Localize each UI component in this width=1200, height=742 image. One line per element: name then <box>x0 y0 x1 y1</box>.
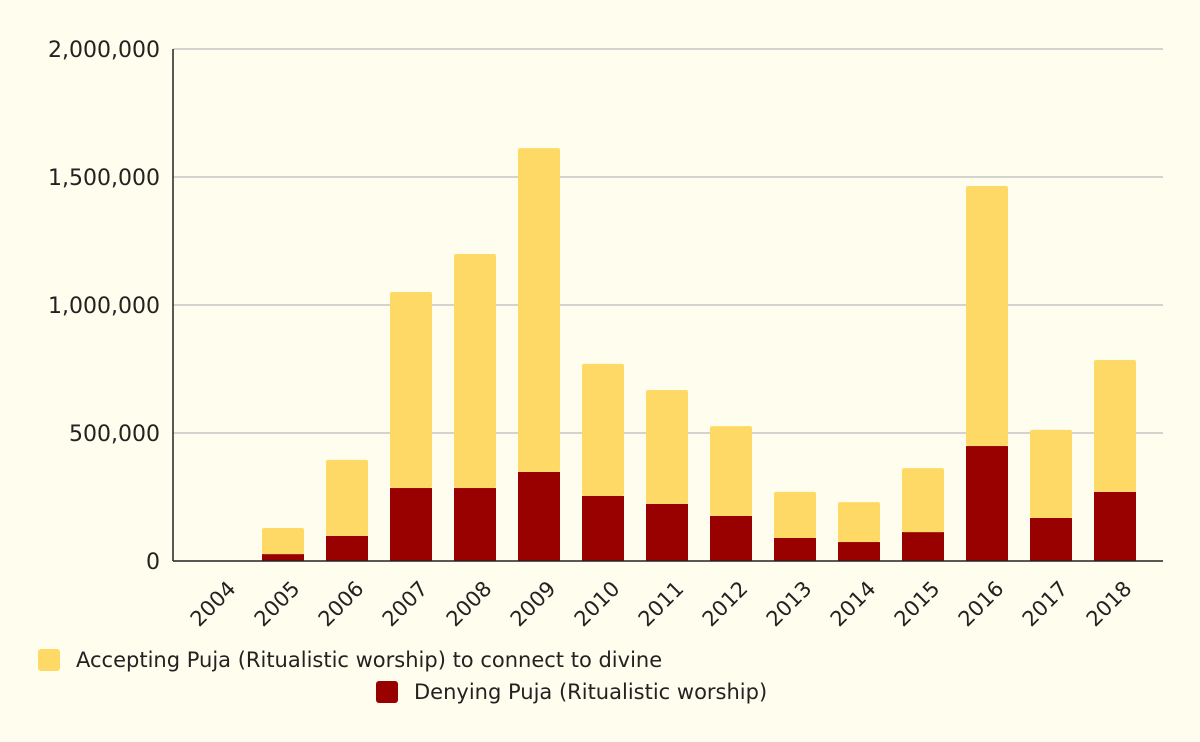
x-tick-label: 2013 <box>762 576 817 631</box>
bar-denying-2009 <box>518 471 560 561</box>
legend-label-denying: Denying Puja (Ritualistic worship) <box>414 680 768 704</box>
bar-denying-2013 <box>774 537 816 561</box>
bar-denying-2006 <box>326 535 368 561</box>
bar-accepting-2006 <box>326 459 368 536</box>
bar-accepting-2010 <box>582 363 624 496</box>
x-tick-label: 2016 <box>954 576 1009 631</box>
y-tick-label: 500,000 <box>69 422 160 447</box>
y-tick-label: 1,500,000 <box>48 166 160 191</box>
bar-accepting-2018 <box>1094 360 1136 492</box>
legend-label-accepting: Accepting Puja (Ritualistic worship) to … <box>76 648 663 672</box>
bar-accepting-2005 <box>262 527 304 555</box>
bar-denying-2014 <box>838 542 880 561</box>
x-tick-label: 2014 <box>826 576 881 631</box>
bar-denying-2008 <box>454 488 496 561</box>
legend-swatch-denying <box>376 681 398 703</box>
bar-denying-2017 <box>1030 517 1072 561</box>
bar-denying-2010 <box>582 495 624 561</box>
x-tick-label: 2004 <box>186 576 241 631</box>
y-tick-label: 1,000,000 <box>48 294 160 319</box>
x-tick-label: 2015 <box>890 576 945 631</box>
x-tick-label: 2009 <box>506 576 561 631</box>
y-tick-label: 0 <box>146 550 160 575</box>
y-tick-label: 2,000,000 <box>48 38 160 63</box>
x-tick-label: 2007 <box>378 576 433 631</box>
bar-accepting-2017 <box>1030 429 1072 518</box>
bar-accepting-2015 <box>902 468 944 533</box>
bar-accepting-2012 <box>710 426 752 516</box>
legend-item-denying: Denying Puja (Ritualistic worship) <box>376 680 767 704</box>
x-tick-label: 2011 <box>634 576 689 631</box>
bar-denying-2011 <box>646 503 688 561</box>
bar-denying-2012 <box>710 515 752 561</box>
x-tick-label: 2005 <box>250 576 305 631</box>
bar-denying-2015 <box>902 532 944 561</box>
x-tick-label: 2017 <box>1018 576 1073 631</box>
x-tick-label: 2006 <box>314 576 369 631</box>
x-tick-label: 2018 <box>1082 576 1137 631</box>
bar-accepting-2011 <box>646 389 688 504</box>
bar-accepting-2009 <box>518 148 560 472</box>
bar-accepting-2014 <box>838 502 880 543</box>
legend-swatch-accepting <box>38 649 60 671</box>
bar-denying-2016 <box>966 446 1008 561</box>
bar-denying-2005 <box>262 554 304 561</box>
legend-item-accepting: Accepting Puja (Ritualistic worship) to … <box>38 648 662 672</box>
bar-accepting-2007 <box>390 291 432 489</box>
bar-denying-2007 <box>390 488 432 561</box>
bar-accepting-2016 <box>966 185 1008 447</box>
x-tick-label: 2012 <box>698 576 753 631</box>
bar-denying-2018 <box>1094 491 1136 561</box>
x-tick-label: 2010 <box>570 576 625 631</box>
bar-accepting-2008 <box>454 254 496 489</box>
bar-accepting-2013 <box>774 491 816 538</box>
x-tick-label: 2008 <box>442 576 497 631</box>
